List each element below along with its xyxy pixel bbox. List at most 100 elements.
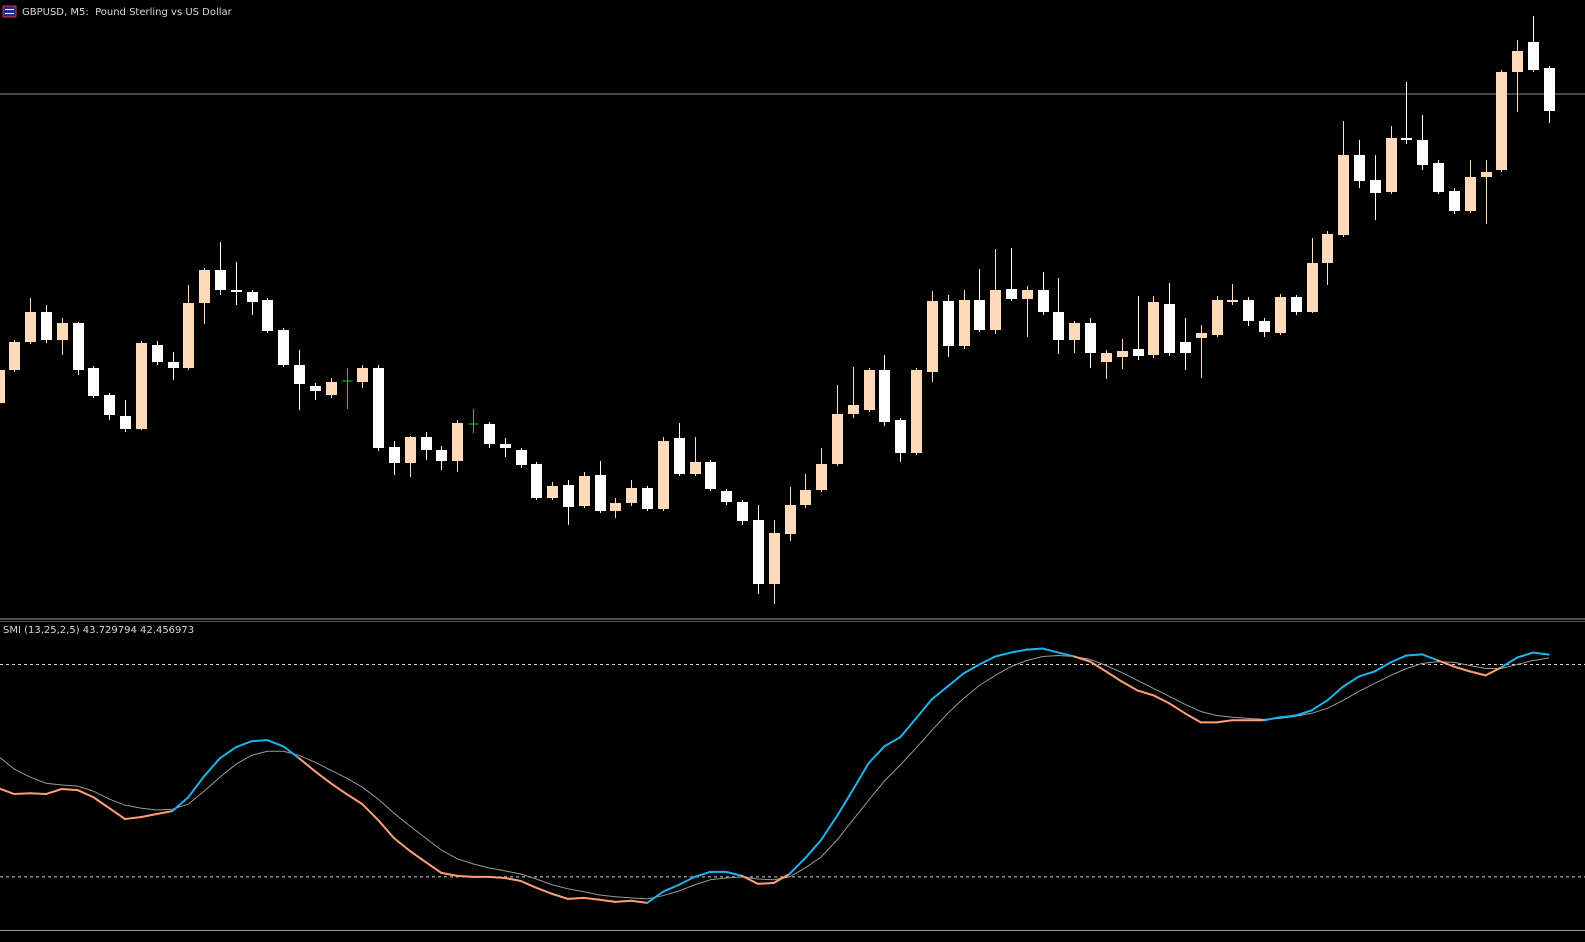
- candle-body: [1496, 72, 1507, 170]
- candle-body: [1243, 300, 1254, 321]
- smi-segment: [946, 672, 965, 688]
- smi-segment: [1057, 651, 1076, 658]
- smi-segment: [487, 875, 506, 879]
- smi-segment: [456, 874, 475, 878]
- candle-body: [1053, 312, 1064, 340]
- smi-segment: [551, 892, 570, 900]
- smi-segment: [867, 745, 886, 765]
- candle-body: [531, 464, 542, 498]
- candle-body: [721, 491, 732, 502]
- smi-segment: [1294, 709, 1313, 717]
- candle-body: [1133, 349, 1144, 356]
- smi-segment: [313, 770, 332, 785]
- candle-body: [183, 303, 194, 368]
- smi-segment: [1041, 647, 1060, 654]
- smi-segment: [1389, 654, 1408, 664]
- smi-segment: [1168, 702, 1186, 715]
- candle-body: [1164, 304, 1175, 353]
- smi-segment: [1342, 675, 1361, 688]
- symbol-icon: [2, 5, 17, 18]
- candle-body: [1006, 289, 1017, 299]
- candle-body: [120, 416, 131, 429]
- smi-segment: [1263, 716, 1281, 722]
- candle-body: [642, 488, 653, 509]
- candle-body: [215, 270, 226, 290]
- smi-segment: [266, 739, 285, 748]
- smi-segment: [693, 870, 712, 878]
- smi-segment: [345, 793, 364, 806]
- candle-body: [278, 330, 289, 365]
- smi-segment: [171, 796, 190, 813]
- smi-segment: [108, 807, 127, 821]
- smi-segment: [994, 651, 1012, 658]
- candle-body: [1512, 51, 1523, 72]
- smi-segment: [883, 736, 902, 748]
- smi-segment: [804, 838, 823, 860]
- smi-segment: [393, 837, 411, 852]
- candle-body: [832, 414, 843, 464]
- candle-body: [1417, 140, 1428, 165]
- candle-body: [658, 441, 669, 509]
- smi-segment: [92, 796, 111, 810]
- smi-segment: [1215, 719, 1234, 724]
- candle-body: [895, 420, 906, 453]
- smi-segment: [978, 655, 997, 666]
- candle-body: [1085, 323, 1096, 353]
- indicator-title: SMI (13,25,2,5) 43.729794 42.456973: [3, 625, 194, 636]
- candle-body: [1291, 297, 1302, 312]
- candle-body: [990, 290, 1001, 330]
- candle-body: [626, 488, 637, 503]
- smi-segment: [1073, 655, 1092, 663]
- smi-segment: [567, 896, 585, 900]
- candle-body: [1275, 297, 1286, 333]
- candle-body: [1449, 191, 1460, 211]
- smi-segment: [203, 757, 221, 778]
- smi-segment: [1532, 651, 1550, 656]
- smi-segment: [60, 788, 79, 792]
- candle-body: [0, 370, 5, 403]
- candle-body: [547, 486, 558, 498]
- smi-segment: [677, 875, 696, 886]
- candle-body: [1338, 155, 1349, 235]
- candle-body: [500, 444, 511, 448]
- smi-segment: [820, 815, 838, 841]
- smi-segment: [582, 896, 601, 901]
- smi-segment: [440, 871, 459, 877]
- candle-body: [405, 437, 416, 463]
- candle-body: [1259, 321, 1270, 332]
- chart-title: GBPUSD, M5: Pound Sterling vs US Dollar: [22, 7, 233, 18]
- smi-segment: [1484, 666, 1503, 677]
- candle-body: [1117, 351, 1128, 357]
- smi-segment: [234, 740, 253, 749]
- candle-body: [959, 300, 970, 346]
- smi-segment: [124, 816, 142, 821]
- candle-body: [516, 450, 527, 465]
- smi-segment: [1326, 685, 1345, 702]
- smi-segment: [377, 819, 395, 840]
- candle-body: [674, 438, 685, 474]
- candle-body: [452, 423, 463, 461]
- candle-body: [800, 490, 811, 505]
- candle-body: [1528, 42, 1539, 70]
- candle-body: [610, 503, 621, 511]
- candle-body: [1465, 177, 1476, 211]
- candle-body: [1370, 180, 1381, 193]
- smi-segment: [44, 788, 63, 796]
- candle-body: [769, 533, 780, 584]
- candle-body: [421, 437, 432, 450]
- candle-body: [152, 345, 163, 362]
- smi-segment: [29, 792, 47, 796]
- candle-body: [373, 368, 384, 448]
- smi-segment: [250, 739, 269, 743]
- candle-body: [9, 342, 20, 370]
- candle-body: [1022, 290, 1033, 299]
- smi-segment: [1500, 656, 1519, 669]
- candle-body: [389, 447, 400, 463]
- smi-segment: [1437, 659, 1455, 668]
- smi-segment: [519, 879, 538, 889]
- candle-body: [41, 312, 52, 340]
- smi-segment: [598, 898, 617, 903]
- candle-body: [357, 368, 368, 382]
- candle-body: [1307, 263, 1318, 312]
